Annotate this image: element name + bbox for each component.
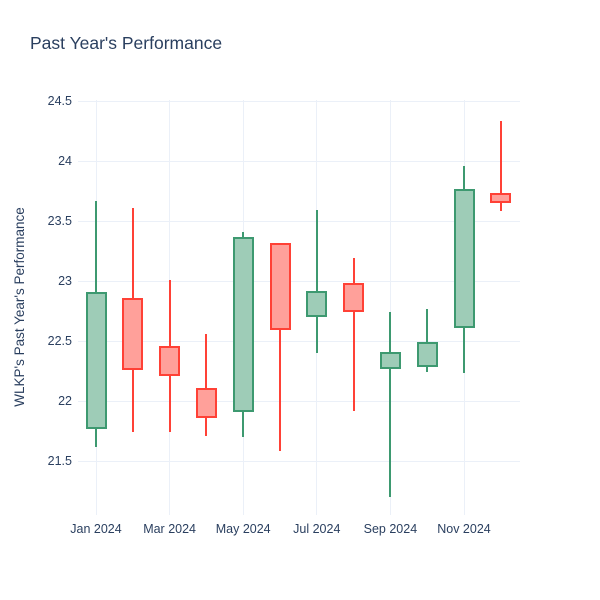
y-tick-label: 22 <box>58 394 72 408</box>
y-gridline <box>78 220 520 222</box>
x-tick-label: Sep 2024 <box>363 522 418 536</box>
x-tick-label: Nov 2024 <box>437 522 491 536</box>
candle-wick <box>205 333 208 436</box>
candle-body <box>343 283 365 313</box>
x-tick-label: May 2024 <box>215 522 271 536</box>
x-gridline <box>389 100 391 515</box>
y-tick-label: 22.5 <box>47 334 72 348</box>
candle-body <box>453 188 475 328</box>
y-tick-label: 23 <box>58 274 72 288</box>
candle-body <box>306 290 328 317</box>
candle-body <box>195 387 217 418</box>
candle-wick <box>389 312 392 497</box>
x-tick-label: Mar 2024 <box>143 522 196 536</box>
y-tick-label: 24.5 <box>47 94 72 108</box>
y-gridline <box>78 160 520 162</box>
y-gridline <box>78 400 520 402</box>
x-tick-label: Jul 2024 <box>293 522 341 536</box>
y-tick-label: 23.5 <box>47 214 72 228</box>
candle-body <box>159 345 181 376</box>
candle-body <box>232 236 254 412</box>
candle-body <box>379 351 401 369</box>
y-gridline <box>78 340 520 342</box>
candle-body <box>85 291 107 429</box>
y-gridline <box>78 280 520 282</box>
candle-wick <box>315 210 318 353</box>
y-tick-label: 21.5 <box>47 454 72 468</box>
candle-body <box>490 193 512 203</box>
y-gridline <box>78 100 520 102</box>
chart-title: Past Year's Performance <box>30 33 223 53</box>
candle-wick <box>426 308 429 373</box>
candle-body <box>269 242 291 331</box>
candle-body <box>416 342 438 368</box>
y-tick-label: 24 <box>58 154 72 168</box>
x-tick-label: Jan 2024 <box>70 522 122 536</box>
candle-wick <box>499 121 502 212</box>
candle-wick <box>352 258 355 411</box>
y-gridline <box>78 460 520 462</box>
candle-body <box>122 297 144 370</box>
candle-wick <box>279 242 281 452</box>
